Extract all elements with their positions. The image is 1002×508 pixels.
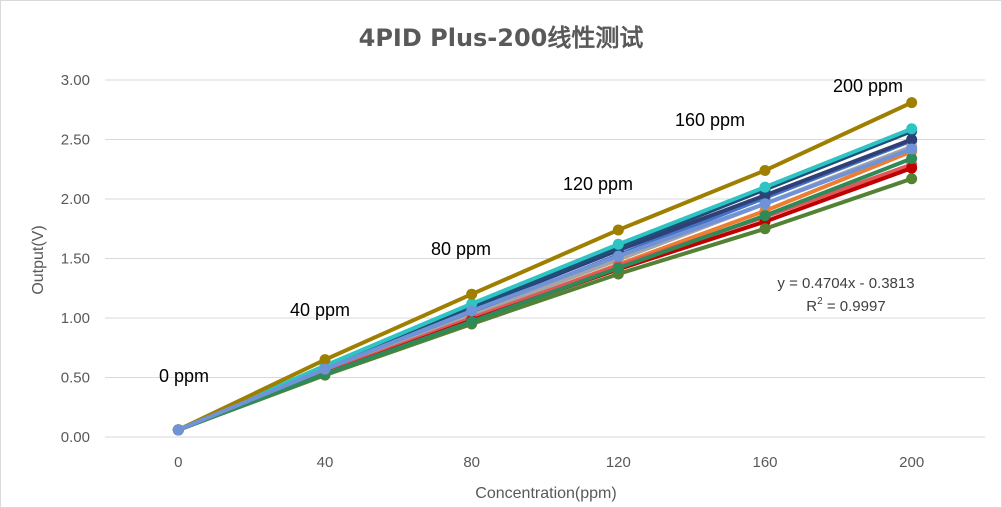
ppm-annotation: 40 ppm (290, 300, 350, 320)
x-tick-label: 120 (606, 454, 631, 471)
y-tick-label: 1.50 (61, 251, 90, 268)
data-point (172, 424, 184, 436)
gridlines (105, 79, 985, 438)
series-line (177, 147, 913, 432)
y-tick-labels: 0.00 0.50 1.00 1.50 2.00 2.50 3.00 (61, 72, 90, 446)
series (172, 143, 918, 436)
series-line (177, 100, 913, 432)
data-point (466, 305, 478, 317)
data-point (906, 162, 918, 174)
data-point (466, 288, 478, 300)
chart-title: 4PID Plus-200线性测试 (358, 24, 644, 52)
y-axis-label: Output(V) (30, 225, 47, 294)
y-tick-label: 2.50 (61, 132, 90, 149)
data-point (906, 143, 918, 155)
trendline-equation: y = 0.4704x - 0.3813 (777, 275, 914, 292)
ppm-annotation: 0 ppm (159, 366, 209, 386)
data-point (906, 97, 918, 109)
data-point (612, 250, 624, 262)
data-point (906, 153, 918, 165)
y-tick-label: 0.50 (61, 370, 90, 387)
x-axis-label: Concentration(ppm) (475, 485, 616, 502)
x-tick-label: 200 (899, 454, 924, 471)
data-point (906, 134, 918, 145)
data-point (906, 123, 918, 135)
ppm-annotations: 0 ppm 40 ppm 80 ppm 120 ppm 160 ppm 200 ppm (159, 76, 903, 386)
data-point (759, 223, 771, 235)
ppm-annotation: 120 ppm (563, 174, 633, 194)
x-tick-label: 0 (174, 454, 182, 471)
y-tick-label: 1.00 (61, 310, 90, 327)
r2-prefix: R (806, 298, 817, 315)
series-line (177, 156, 913, 432)
y-tick-label: 2.00 (61, 191, 90, 208)
data-point (612, 224, 624, 236)
ppm-annotation: 80 ppm (431, 239, 491, 259)
series-line (177, 126, 913, 432)
x-tick-label: 40 (317, 454, 334, 471)
x-tick-labels: 0 40 80 120 160 200 (174, 454, 924, 471)
r2-superscript: 2 (817, 296, 823, 307)
x-tick-label: 160 (752, 454, 777, 471)
data-point (319, 354, 331, 366)
data-point (612, 262, 624, 274)
series-line (177, 176, 913, 432)
data-point (759, 210, 771, 222)
y-tick-label: 3.00 (61, 72, 90, 89)
data-point (466, 316, 478, 328)
data-point (759, 164, 771, 176)
series-lines (172, 97, 918, 436)
data-point (759, 198, 771, 210)
ppm-annotation: 200 ppm (833, 76, 903, 96)
data-point (906, 173, 918, 185)
data-point (759, 181, 771, 193)
data-point (612, 238, 624, 250)
x-tick-label: 80 (463, 454, 480, 471)
y-tick-label: 0.00 (61, 429, 90, 446)
r2-value: = 0.9997 (823, 298, 886, 315)
trendline-r2: R2 = 0.9997 (806, 296, 885, 315)
data-point (319, 363, 331, 375)
ppm-annotation: 160 ppm (675, 110, 745, 130)
